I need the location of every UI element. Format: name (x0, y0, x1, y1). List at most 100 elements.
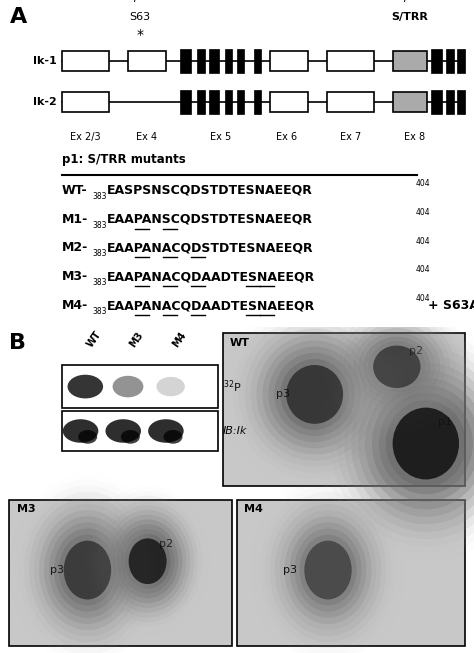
Ellipse shape (373, 345, 420, 388)
Text: p2: p2 (409, 347, 423, 357)
Bar (457, 50, 465, 73)
Bar (62, 91, 109, 112)
Ellipse shape (101, 505, 194, 618)
Text: M3-: M3- (62, 270, 88, 283)
Bar (270, 91, 308, 112)
Ellipse shape (121, 529, 174, 594)
Bar (9, 500, 232, 646)
Ellipse shape (337, 348, 474, 539)
Text: p1: p1 (438, 417, 452, 427)
Ellipse shape (89, 491, 206, 631)
Text: 404: 404 (416, 236, 430, 246)
Ellipse shape (245, 322, 384, 467)
Text: 383: 383 (92, 192, 107, 200)
Ellipse shape (251, 328, 379, 460)
Ellipse shape (392, 407, 459, 479)
Ellipse shape (19, 486, 155, 653)
Bar (327, 51, 374, 71)
Ellipse shape (156, 377, 185, 396)
Text: Ex 5: Ex 5 (210, 133, 231, 142)
Text: WT: WT (85, 329, 103, 349)
Ellipse shape (304, 541, 352, 599)
Ellipse shape (286, 365, 343, 424)
Ellipse shape (358, 370, 474, 517)
Bar (62, 51, 109, 71)
Text: p3: p3 (283, 565, 297, 575)
Ellipse shape (34, 504, 141, 636)
Bar (446, 50, 454, 73)
Text: WT: WT (230, 338, 250, 348)
Bar (393, 91, 427, 112)
Text: EAAPANSCQDSTDTESNAEEQR: EAAPANSCQDSTDTESNAEEQR (107, 212, 313, 225)
Bar (180, 50, 191, 73)
Ellipse shape (324, 333, 474, 554)
Ellipse shape (24, 492, 151, 648)
Ellipse shape (125, 534, 171, 589)
Ellipse shape (330, 340, 474, 547)
Ellipse shape (270, 498, 386, 643)
Ellipse shape (121, 430, 140, 444)
Text: 404: 404 (416, 266, 430, 274)
Ellipse shape (49, 522, 126, 618)
Text: Ex 8: Ex 8 (404, 133, 425, 142)
Bar (62, 365, 218, 408)
Bar (197, 50, 205, 73)
Ellipse shape (338, 315, 455, 419)
Ellipse shape (344, 319, 450, 415)
Bar (209, 50, 219, 73)
Bar (237, 500, 465, 646)
Text: M3: M3 (128, 330, 146, 349)
Text: M4-: M4- (62, 299, 88, 312)
Ellipse shape (286, 365, 343, 424)
Ellipse shape (105, 419, 141, 443)
Text: p3: p3 (276, 389, 290, 400)
Ellipse shape (54, 528, 121, 612)
Ellipse shape (365, 377, 474, 509)
Ellipse shape (109, 515, 186, 608)
Ellipse shape (372, 385, 474, 502)
Text: 404: 404 (416, 179, 430, 188)
Ellipse shape (265, 492, 391, 648)
Ellipse shape (363, 337, 430, 397)
Ellipse shape (348, 323, 445, 410)
Text: S63: S63 (129, 12, 150, 22)
Ellipse shape (148, 419, 183, 443)
Bar (225, 90, 232, 114)
Ellipse shape (113, 375, 143, 397)
Ellipse shape (97, 500, 198, 622)
Bar (209, 90, 219, 114)
Bar (237, 50, 244, 73)
Text: 383: 383 (92, 278, 107, 287)
Text: M3: M3 (17, 504, 35, 515)
Ellipse shape (59, 535, 116, 605)
Ellipse shape (280, 510, 376, 630)
Text: M1-: M1- (62, 212, 88, 225)
Text: Ex 7: Ex 7 (340, 133, 361, 142)
Text: Ex 6: Ex 6 (276, 133, 297, 142)
Ellipse shape (328, 306, 465, 428)
Ellipse shape (164, 430, 182, 444)
Text: p1: p1 (403, 0, 417, 2)
Ellipse shape (29, 498, 146, 643)
Text: p1: S/TRR mutants: p1: S/TRR mutants (62, 153, 185, 167)
Text: S/TRR: S/TRR (392, 12, 428, 22)
Text: Ex 2/3: Ex 2/3 (70, 133, 100, 142)
Ellipse shape (268, 347, 361, 442)
Ellipse shape (351, 362, 474, 524)
Ellipse shape (274, 504, 381, 636)
Text: p2: p2 (159, 539, 173, 549)
Ellipse shape (64, 541, 111, 599)
Ellipse shape (78, 430, 97, 444)
Ellipse shape (290, 522, 366, 618)
Bar (393, 51, 427, 71)
Ellipse shape (93, 496, 202, 627)
Ellipse shape (280, 359, 349, 430)
Bar (62, 411, 218, 451)
Ellipse shape (358, 332, 435, 402)
Ellipse shape (64, 541, 111, 599)
Ellipse shape (368, 341, 426, 392)
Ellipse shape (284, 516, 372, 624)
Text: EAAPANACQDSTDTESNAEEQR: EAAPANACQDSTDTESNAEEQR (107, 242, 313, 255)
Ellipse shape (105, 510, 190, 613)
Ellipse shape (386, 400, 466, 487)
